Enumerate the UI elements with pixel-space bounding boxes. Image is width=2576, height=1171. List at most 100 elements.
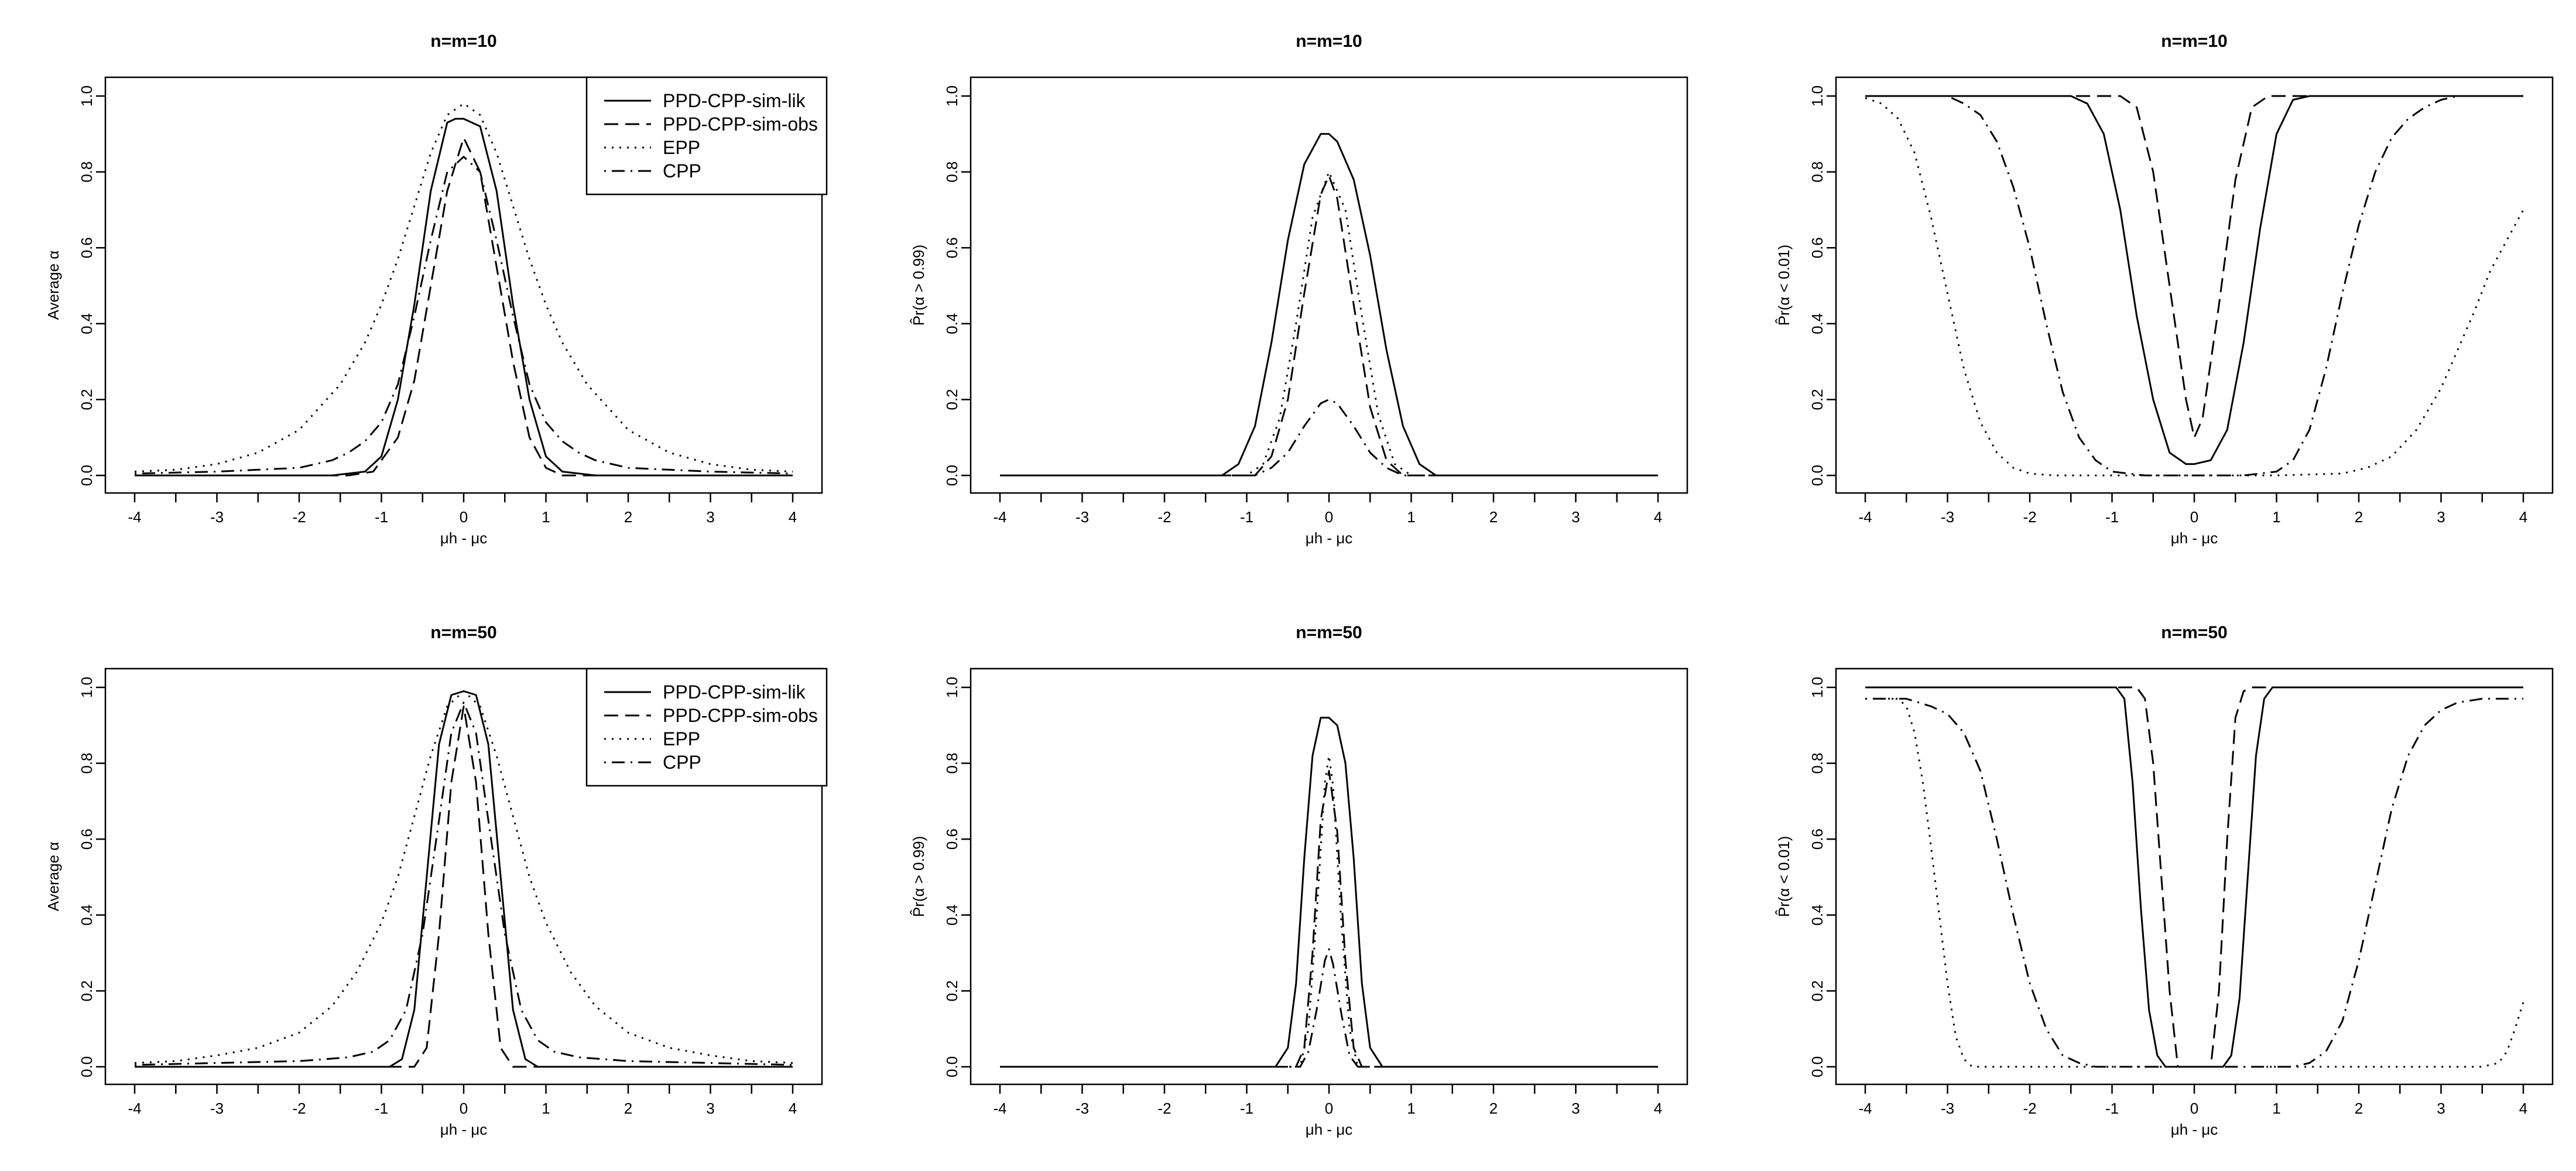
x-tick-label: -4	[993, 1100, 1006, 1117]
y-tick-label: 0.8	[78, 162, 95, 183]
series-line-ppd-cpp-sim-lik	[135, 118, 793, 477]
y-tick-label: 0.4	[78, 313, 95, 334]
series-line-ppd-cpp-sim-obs	[135, 705, 793, 1068]
legend-entry: PPD-CPP-sim-lik	[663, 682, 806, 703]
y-tick-label: 0.8	[943, 753, 961, 774]
chart-title: n=m=50	[2161, 623, 2227, 642]
plot-frame	[970, 76, 1688, 494]
x-tick-label: -1	[1240, 508, 1253, 526]
y-tick-label: 0.6	[943, 237, 961, 258]
chart-title: n=m=10	[1296, 32, 1362, 51]
x-tick-label: 0	[2190, 1100, 2198, 1117]
legend-entry: CPP	[663, 160, 701, 182]
series-line-ppd-cpp-sim-obs	[1000, 174, 1658, 477]
series-line-cpp	[134, 156, 793, 475]
y-axis-label: P̂r(α < 0.01)	[1775, 836, 1793, 917]
y-tick-label: 1.0	[943, 85, 961, 107]
y-tick-label: 0.4	[1808, 905, 1826, 926]
series-line-epp	[134, 690, 793, 1064]
x-tick-label: 3	[2437, 508, 2445, 526]
y-tick-label: 0.2	[78, 980, 95, 1001]
x-tick-label: 1	[1407, 508, 1415, 526]
series-line-epp	[1000, 171, 1658, 477]
y-tick-label: 1.0	[943, 677, 961, 698]
x-axis-label: μh - μc	[1306, 1121, 1353, 1138]
legend-entry: PPD-CPP-sim-obs	[663, 705, 818, 726]
chart-panel-4: n=m=50 -4 -3 -2 -1 0 1 2 3 4 0.0 0.2 0.4 0.6 0.8 1.0 μh …	[44, 623, 828, 1138]
series-line-epp	[1000, 755, 1658, 1068]
x-tick-label: 2	[2355, 1100, 2363, 1117]
y-tick-label: 0.0	[1808, 465, 1826, 486]
x-axis-label: μh - μc	[2171, 1121, 2218, 1138]
x-tick-label: -3	[1941, 1100, 1954, 1117]
y-tick-label: 0.6	[1808, 828, 1826, 850]
x-tick-label: 4	[1654, 1100, 1662, 1117]
y-tick-label: 0.2	[1808, 980, 1826, 1001]
x-tick-label: -2	[1157, 508, 1171, 526]
x-tick-label: 2	[624, 1100, 632, 1117]
x-tick-label: -3	[210, 508, 224, 526]
y-axis-label: P̂r(α > 0.99)	[910, 836, 927, 917]
plot-frame	[1835, 667, 2554, 1086]
series-line-ppd-cpp-sim-obs	[1000, 770, 1658, 1068]
y-tick-label: 0.6	[78, 828, 95, 850]
series-line-cpp	[1865, 697, 2523, 1068]
x-tick-label: 0	[1325, 1100, 1333, 1117]
x-tick-label: -4	[1858, 1100, 1872, 1117]
y-tick-label: 0.4	[943, 905, 961, 926]
x-tick-label: -4	[128, 1100, 141, 1117]
series-line-ppd-cpp-sim-obs	[135, 136, 793, 477]
x-tick-label: -2	[292, 1100, 306, 1117]
x-tick-label: -4	[128, 508, 141, 526]
x-tick-label: 3	[2437, 1100, 2445, 1117]
legend-entry: EPP	[663, 137, 700, 158]
y-tick-label: 0.2	[1808, 389, 1826, 410]
y-tick-label: 1.0	[1808, 677, 1826, 698]
series-line-ppd-cpp-sim-obs	[1865, 95, 2523, 439]
x-tick-label: -1	[375, 1100, 388, 1117]
x-tick-label: 3	[706, 1100, 714, 1117]
series-line-cpp	[134, 701, 793, 1066]
x-axis-label: μh - μc	[440, 529, 488, 547]
x-axis-label: μh - μc	[440, 1121, 488, 1138]
series-line-ppd-cpp-sim-lik	[1000, 717, 1658, 1068]
legend-entry: EPP	[663, 728, 700, 749]
y-axis-label: Average α	[44, 842, 62, 912]
x-tick-label: -1	[2105, 508, 2119, 526]
y-tick-label: 0.4	[1808, 313, 1826, 334]
x-tick-label: 2	[1489, 508, 1498, 526]
y-tick-label: 0.8	[1808, 162, 1826, 183]
legend-entry: PPD-CPP-sim-lik	[663, 90, 806, 111]
y-tick-label: 0.8	[1808, 753, 1826, 774]
x-tick-label: 2	[2355, 508, 2363, 526]
x-tick-label: 4	[2519, 1100, 2527, 1117]
plot-frame	[1835, 76, 2554, 494]
y-tick-label: 0.4	[943, 313, 961, 334]
x-tick-label: 1	[1407, 1100, 1415, 1117]
x-tick-label: -2	[1157, 1100, 1171, 1117]
series-line-ppd-cpp-sim-lik	[1865, 686, 2523, 1068]
y-tick-label: 0.4	[78, 905, 95, 926]
x-tick-label: 2	[1489, 1100, 1498, 1117]
x-tick-label: -1	[2105, 1100, 2119, 1117]
x-tick-label: 1	[542, 1100, 550, 1117]
x-tick-label: 1	[542, 508, 550, 526]
series-line-cpp	[1865, 95, 2523, 477]
x-tick-label: -2	[292, 508, 306, 526]
y-tick-label: 0.2	[943, 389, 961, 410]
y-axis-label: P̂r(α < 0.01)	[1775, 245, 1793, 326]
series-line-epp	[1865, 97, 2524, 477]
x-tick-label: -4	[1858, 508, 1872, 526]
series-line-ppd-cpp-sim-obs	[1865, 686, 2523, 1068]
x-tick-label: -3	[1075, 1100, 1089, 1117]
legend-box	[585, 76, 828, 196]
plot-frame	[970, 667, 1688, 1086]
x-tick-label: 4	[789, 508, 797, 526]
chart-panel-5: n=m=50 -4 -3 -2 -1 0 1 2 3 4 0.0 0.2 0.4 0.6 0.8 1.0 μh …	[910, 623, 1688, 1138]
x-tick-label: -1	[1240, 1100, 1253, 1117]
legend-entry: PPD-CPP-sim-obs	[663, 114, 818, 135]
x-tick-label: -3	[1075, 508, 1089, 526]
chart-title: n=m=10	[430, 32, 496, 51]
y-tick-label: 0.0	[1808, 1056, 1826, 1077]
